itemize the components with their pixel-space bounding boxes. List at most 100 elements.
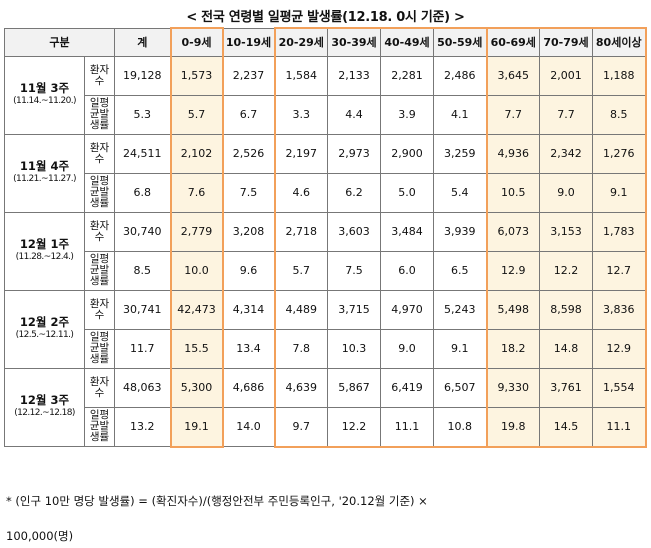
- rate-row: 일평균발생률 11.7 15.5 13.4 7.8 10.3 9.0 9.1 18.2 14.8 1…: [5, 328, 647, 369]
- age-value-cell: 13.4: [222, 328, 275, 369]
- age-value-cell: 18.2: [485, 328, 540, 369]
- age-value-cell: 5.0: [380, 172, 434, 213]
- age-value-cell: 11.1: [592, 406, 647, 448]
- age-value-cell: 3.3: [273, 94, 328, 135]
- age-value-cell: 6,419: [380, 367, 434, 408]
- age-value-cell: 7.5: [222, 172, 275, 213]
- age-value-cell: 6.7: [222, 94, 275, 135]
- age-value-cell: 5,300: [169, 367, 224, 408]
- age-value-cell: 5,243: [433, 289, 488, 330]
- age-value-cell: 7.7: [539, 94, 593, 135]
- week-range: (12.5.~12.11.): [15, 330, 74, 340]
- header-age-60-69: 60-69세: [485, 27, 540, 57]
- header-row: 구분 계 0-9세 10-19세 20-29세 30-39세 40-49세 50…: [4, 27, 647, 57]
- patients-row: 12월 1주 (11.28.~12.4.) 환자수 30,740 2,779 3,208 2…: [4, 211, 647, 291]
- age-value-cell: 12.2: [539, 250, 593, 291]
- age-value-cell: 2,197: [273, 133, 328, 174]
- age-value-cell: 2,526: [222, 133, 275, 174]
- age-value-cell: 6,073: [485, 211, 540, 252]
- age-value-cell: 19.1: [169, 406, 224, 448]
- total-cell: 6.8: [114, 172, 171, 213]
- age-value-cell: 1,584: [273, 55, 328, 96]
- age-value-cell: 9.0: [380, 328, 434, 369]
- age-value-cell: 3,153: [539, 211, 593, 252]
- age-value-cell: 3,208: [222, 211, 275, 252]
- total-cell: 30,741: [114, 289, 171, 330]
- age-value-cell: 4,314: [222, 289, 275, 330]
- age-value-cell: 9.1: [433, 328, 488, 369]
- age-value-cell: 14.8: [539, 328, 593, 369]
- age-value-cell: 14.5: [539, 406, 593, 448]
- age-value-cell: 9.6: [222, 250, 275, 291]
- week-range: (11.14.~11.20.): [13, 96, 76, 106]
- header-age-20-29: 20-29세: [273, 27, 328, 57]
- total-cell: 19,128: [114, 55, 171, 96]
- patients-row: 12월 2주 (12.5.~12.11.) 환자수 30,741 42,473 4,314…: [4, 289, 647, 369]
- rate-row: 일평균발생률 8.5 10.0 9.6 5.7 7.5 6.0 6.5 12.9 12.2 12.7: [5, 250, 647, 291]
- metric-patients-label: 환자수: [84, 55, 115, 96]
- age-value-cell: 11.1: [380, 406, 434, 448]
- week-label-cell: 12월 3주 (12.12.~12.18): [4, 367, 85, 447]
- age-value-cell: 4,639: [273, 367, 328, 408]
- header-age-0-9: 0-9세: [169, 27, 224, 57]
- week-range: (11.21.~11.27.): [13, 174, 76, 184]
- age-value-cell: 10.0: [169, 250, 224, 291]
- age-value-cell: 3,836: [592, 289, 647, 330]
- metric-rate-label: 일평균발생률: [84, 94, 115, 135]
- age-value-cell: 6.0: [380, 250, 434, 291]
- total-cell: 13.2: [114, 406, 171, 447]
- age-value-cell: 9,330: [485, 367, 540, 408]
- age-value-cell: 4,936: [485, 133, 540, 174]
- age-value-cell: 6,507: [433, 367, 488, 408]
- age-value-cell: 3,761: [539, 367, 593, 408]
- metric-rate-label: 일평균발생률: [84, 250, 115, 291]
- week-range: (12.12.~12.18): [14, 408, 75, 419]
- age-incidence-table: 구분 계 0-9세 10-19세 20-29세 30-39세 40-49세 50…: [4, 27, 647, 448]
- footnote-line-1: * (인구 10만 명당 발생률) = (확진자수)/(행정안전부 주민등록인구…: [6, 494, 428, 508]
- age-value-cell: 14.0: [222, 406, 275, 447]
- age-value-cell: 4.4: [327, 94, 381, 135]
- age-value-cell: 5.7: [273, 250, 328, 291]
- total-cell: 5.3: [114, 94, 171, 135]
- age-value-cell: 8.5: [592, 94, 647, 135]
- header-age-30-39: 30-39세: [327, 27, 381, 57]
- age-value-cell: 4,970: [380, 289, 434, 330]
- age-value-cell: 9.7: [273, 406, 328, 448]
- age-value-cell: 3,259: [433, 133, 488, 174]
- metric-patients-label: 환자수: [84, 133, 115, 174]
- age-value-cell: 4.1: [433, 94, 488, 135]
- total-cell: 24,511: [114, 133, 171, 174]
- metric-rate-label: 일평균발생률: [84, 406, 115, 447]
- age-value-cell: 1,554: [592, 367, 647, 408]
- header-age-10-19: 10-19세: [222, 27, 275, 57]
- age-value-cell: 12.7: [592, 250, 647, 291]
- age-value-cell: 3.9: [380, 94, 434, 135]
- age-value-cell: 1,276: [592, 133, 647, 174]
- patients-row: 12월 3주 (12.12.~12.18) 환자수 48,063 5,300 4,686 4…: [4, 367, 647, 447]
- rate-row: 일평균발생률 6.8 7.6 7.5 4.6 6.2 5.0 5.4 10.5 9.0 9.1: [5, 172, 647, 213]
- age-value-cell: 2,779: [169, 211, 224, 252]
- metric-patients-label: 환자수: [84, 367, 115, 408]
- age-value-cell: 1,783: [592, 211, 647, 252]
- age-value-cell: 3,939: [433, 211, 488, 252]
- age-value-cell: 2,001: [539, 55, 593, 96]
- age-value-cell: 19.8: [485, 406, 540, 448]
- header-age-50-59: 50-59세: [433, 27, 488, 57]
- week-label: 12월 1주: [19, 237, 70, 251]
- age-value-cell: 5.4: [433, 172, 488, 213]
- age-value-cell: 7.6: [169, 172, 224, 213]
- age-value-cell: 9.1: [592, 172, 647, 213]
- header-category: 구분: [4, 27, 115, 57]
- age-value-cell: 2,281: [380, 55, 434, 96]
- total-cell: 8.5: [114, 250, 171, 291]
- age-value-cell: 7.8: [273, 328, 328, 369]
- age-value-cell: 9.0: [539, 172, 593, 213]
- patients-row: 11월 4주 (11.21.~11.27.) 환자수 24,511 2,102 2,526…: [4, 133, 647, 213]
- age-value-cell: 10.5: [485, 172, 540, 213]
- age-value-cell: 15.5: [169, 328, 224, 369]
- header-age-80-plus: 80세이상: [592, 27, 647, 57]
- age-value-cell: 2,342: [539, 133, 593, 174]
- age-value-cell: 2,133: [327, 55, 381, 96]
- week-label-cell: 12월 2주 (12.5.~12.11.): [4, 289, 85, 369]
- age-value-cell: 2,102: [169, 133, 224, 174]
